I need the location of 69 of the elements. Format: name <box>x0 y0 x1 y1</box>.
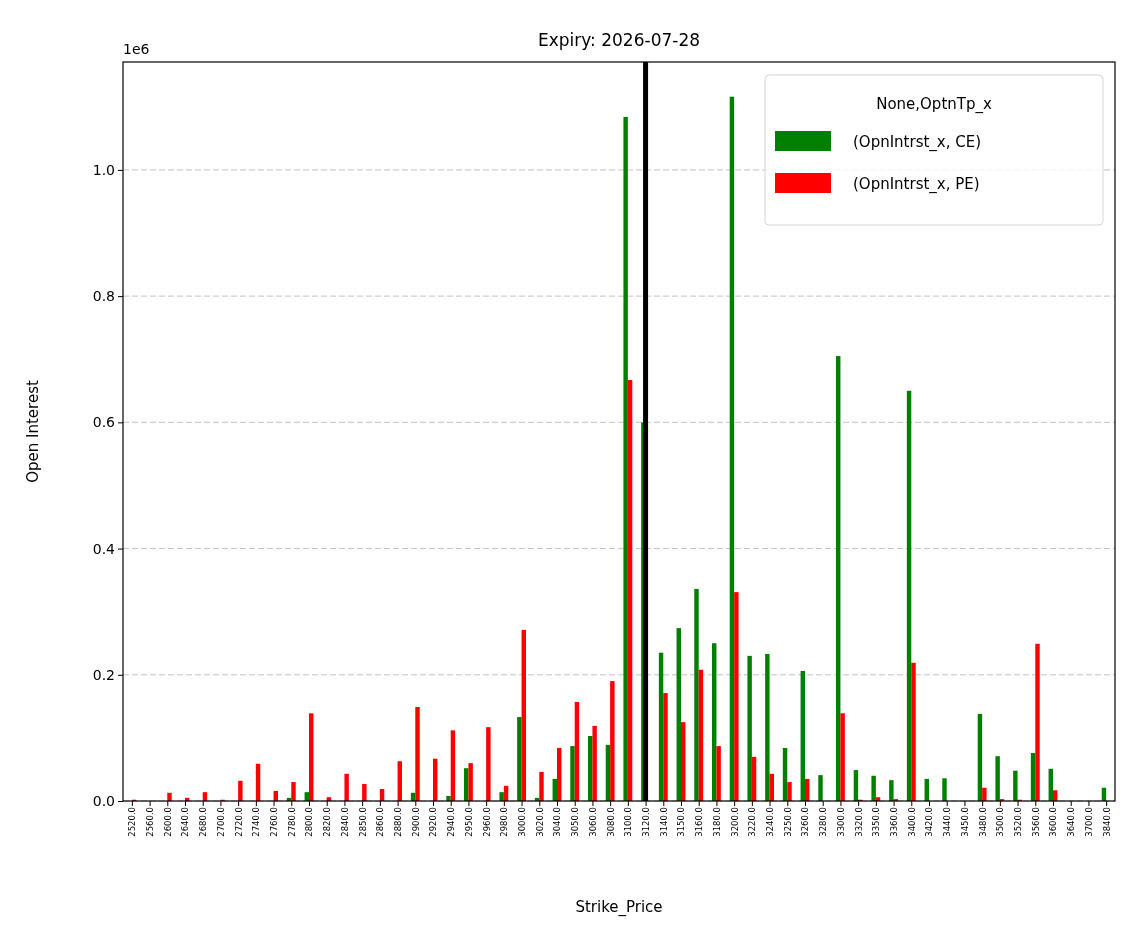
x-tick-label: 3080.0 <box>605 807 616 837</box>
x-tick-label: 2760.0 <box>269 807 280 837</box>
x-tick-label: 2900.0 <box>410 807 421 837</box>
x-tick-label: 2680.0 <box>198 807 209 837</box>
x-tick-label: 2740.0 <box>251 807 262 837</box>
x-tick-label: 2780.0 <box>286 807 297 837</box>
text: 1e6 <box>123 41 150 57</box>
x-tick-label: 3300.0 <box>835 807 846 837</box>
x-tick-label: 3240.0 <box>765 807 776 837</box>
x-tick-label: 3060.0 <box>587 807 598 837</box>
x-tick-label: 2950.0 <box>463 807 474 837</box>
x-axis-title: Strike_Price <box>575 898 663 917</box>
x-tick-label: 3700.0 <box>1083 807 1094 837</box>
x-tick-label: 2850.0 <box>357 807 368 837</box>
x-tick-label: 2880.0 <box>393 807 404 837</box>
x-tick-label: 3040.0 <box>552 807 563 837</box>
x-tick-label: 2600.0 <box>162 807 173 837</box>
x-tick-label: 3520.0 <box>1013 807 1024 837</box>
x-tick-label: 2800.0 <box>304 807 315 837</box>
x-tick-label: 3320.0 <box>853 807 864 837</box>
y-tick-label: 0.0 <box>92 792 115 809</box>
x-tick-label: 3250.0 <box>782 807 793 837</box>
x-tick-label: 3000.0 <box>517 807 528 837</box>
x-tick-label: 2720.0 <box>233 807 244 837</box>
x-tick-label: 3150.0 <box>676 807 687 837</box>
x-tick-label: 3560.0 <box>1030 807 1041 837</box>
x-tick-label: 3100.0 <box>623 807 634 837</box>
x-tick-label: 2940.0 <box>446 807 457 837</box>
y-tick-label: 0.2 <box>92 666 115 683</box>
x-tick-label: 3050.0 <box>570 807 581 837</box>
x-tick-label: 3420.0 <box>924 807 935 837</box>
x-tick-label: 3260.0 <box>800 807 811 837</box>
x-tick-label: 2520.0 <box>127 807 138 837</box>
x-tick-label: 3220.0 <box>747 807 758 837</box>
x-tick-label: 3200.0 <box>729 807 740 837</box>
x-tick-label: 3350.0 <box>871 807 882 837</box>
y-tick-label: 0.4 <box>92 540 116 557</box>
x-tick-label: 3020.0 <box>534 807 545 837</box>
x-tick-label: 3180.0 <box>711 807 722 837</box>
x-tick-label: 2640.0 <box>180 807 191 837</box>
y-tick-label: 0.6 <box>92 414 116 431</box>
chart-title: Expiry: 2026-07-28 <box>537 30 701 50</box>
x-tick-label: 2920.0 <box>428 807 439 837</box>
x-tick-label: 3480.0 <box>977 807 988 837</box>
x-tick-label: 2960.0 <box>481 807 492 837</box>
y-axis-title: Open Interest <box>24 380 42 483</box>
x-tick-label: 2820.0 <box>322 807 333 837</box>
x-tick-label: 3450.0 <box>959 807 970 837</box>
x-tick-label: 2560.0 <box>145 807 156 837</box>
x-tick-label: 3600.0 <box>1048 807 1059 837</box>
x-tick-label: 3140.0 <box>658 807 669 837</box>
x-tick-label: 2860.0 <box>375 807 386 837</box>
x-tick-label: 3640.0 <box>1066 807 1077 837</box>
x-tick-label: 3360.0 <box>889 807 900 837</box>
x-tick-label: 3120.0 <box>641 807 652 837</box>
x-tick-label: 3280.0 <box>818 807 829 837</box>
x-tick-label: 3160.0 <box>694 807 705 837</box>
x-tick-label: 3500.0 <box>995 807 1006 837</box>
x-tick-label: 3840.0 <box>1101 807 1112 837</box>
x-tick-label: 2840.0 <box>339 807 350 837</box>
legend-label: (OpnIntrst_x, CE) <box>853 133 982 152</box>
y-tick-label: 1.0 <box>92 161 115 178</box>
x-tick-label: 2980.0 <box>499 807 510 837</box>
x-tick-label: 2700.0 <box>215 807 226 837</box>
y-tick-label: 0.8 <box>92 288 115 305</box>
legend-title: None,OptnTp_x <box>876 95 992 114</box>
x-tick-label: 3400.0 <box>906 807 917 837</box>
x-tick-label: 3440.0 <box>942 807 953 837</box>
legend-label: (OpnIntrst_x, PE) <box>853 175 980 194</box>
